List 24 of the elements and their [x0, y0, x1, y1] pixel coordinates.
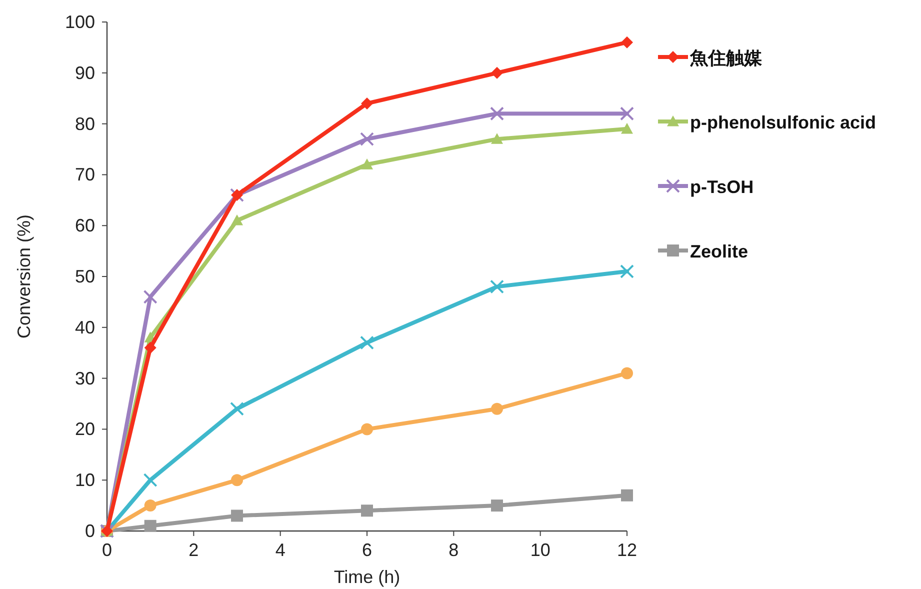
x-tick-label: 6: [362, 540, 372, 560]
x-tick-label: 2: [188, 540, 199, 560]
y-tick-label: 40: [74, 317, 95, 338]
x-axis-title: Time (h): [334, 567, 400, 587]
y-tick-label: 70: [74, 164, 95, 185]
y-tick-label: 60: [74, 216, 95, 236]
legend-label: Zeolite: [690, 242, 748, 262]
y-tick-label: 80: [74, 114, 95, 134]
y-tick-label: 50: [74, 266, 95, 286]
x-tick-label: 10: [530, 540, 550, 560]
y-axis-title: Conversion (%): [14, 214, 34, 339]
y-tick-label: 90: [74, 62, 95, 83]
legend-label: p-TsOH: [690, 177, 754, 197]
y-tick-label: 30: [74, 368, 95, 388]
y-tick-label: 20: [74, 419, 95, 440]
x-tick-label: 8: [448, 540, 459, 560]
x-tick-label: 12: [616, 540, 638, 560]
x-tick-label: 4: [275, 540, 286, 560]
x-tick-label: 0: [102, 540, 112, 560]
y-tick-label: 10: [74, 470, 95, 490]
y-tick-label: 100: [64, 12, 95, 32]
legend-label: 魚住触媒: [689, 48, 763, 68]
y-tick-label: 0: [84, 521, 95, 541]
legend-label: p-phenolsulfonic acid: [690, 112, 876, 132]
